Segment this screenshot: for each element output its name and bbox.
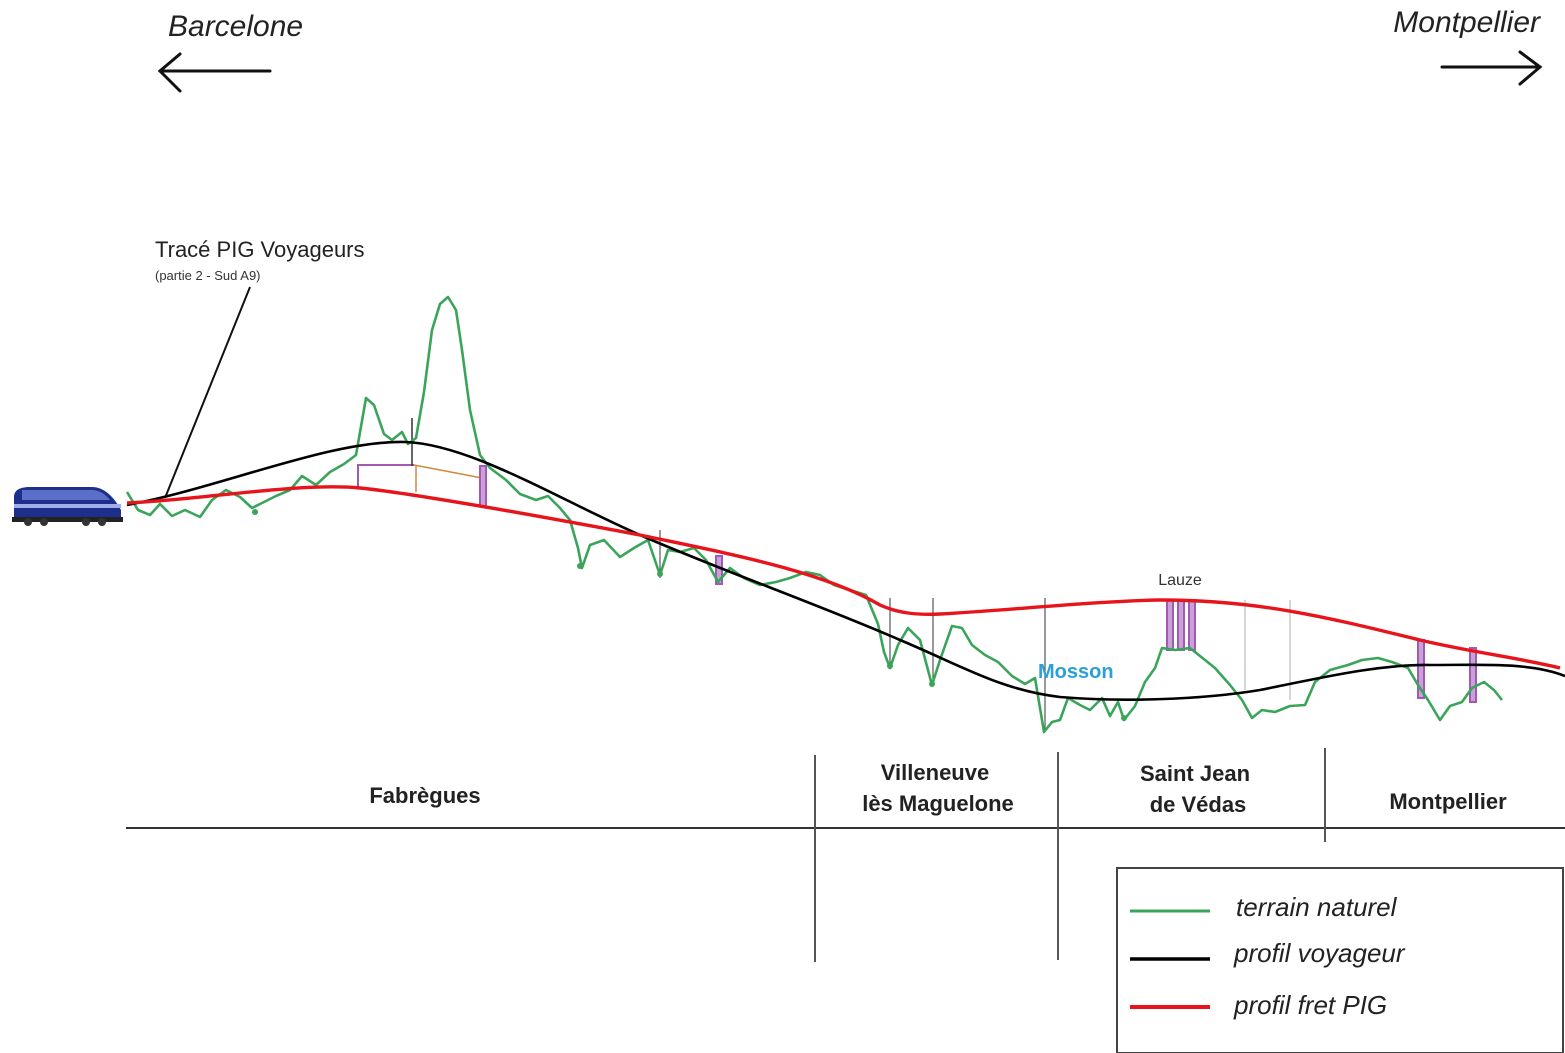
annotation-leader-line bbox=[164, 286, 251, 499]
legend-label-terrain: terrain naturel bbox=[1236, 892, 1398, 922]
viaduct bbox=[1469, 647, 1477, 703]
town-label-fabregues: Fabrègues bbox=[369, 783, 480, 808]
town-label-villeneuve-line2: lès Maguelone bbox=[862, 791, 1014, 816]
train-icon bbox=[12, 487, 123, 526]
annotation-title: Tracé PIG Voyageurs bbox=[155, 237, 365, 262]
viaduct bbox=[1166, 599, 1174, 651]
viaduct bbox=[1177, 599, 1185, 651]
terrain-markers bbox=[252, 509, 1127, 721]
direction-right-label: Montpellier bbox=[1393, 6, 1541, 39]
town-label-villeneuve-line1: Villeneuve bbox=[881, 760, 989, 785]
legend-label-fret: profil fret PIG bbox=[1233, 990, 1387, 1020]
local-label: Lauze bbox=[1158, 572, 1202, 589]
fret-profile-line bbox=[126, 485, 1561, 670]
structures bbox=[357, 418, 1477, 703]
town-label-saint-jean-line2: de Védas bbox=[1150, 792, 1247, 817]
terrain-line bbox=[125, 295, 1504, 734]
voyageur-profile-line bbox=[126, 440, 1565, 701]
arrow-left-icon bbox=[157, 52, 272, 93]
tunnel-outline bbox=[357, 464, 414, 487]
town-label-montpellier: Montpellier bbox=[1389, 789, 1507, 814]
legend-label-voyageur: profil voyageur bbox=[1233, 938, 1406, 968]
annotation-subtitle: (partie 2 - Sud A9) bbox=[155, 268, 261, 283]
viaduct bbox=[1188, 599, 1196, 651]
legend: terrain naturel profil voyageur profil f… bbox=[1116, 867, 1564, 1053]
cut-segment bbox=[413, 464, 483, 479]
river-label: Mosson bbox=[1038, 661, 1114, 683]
direction-left-label: Barcelone bbox=[168, 10, 303, 43]
commune-boundaries bbox=[814, 748, 1326, 962]
town-label-saint-jean-line1: Saint Jean bbox=[1140, 761, 1250, 786]
viaduct bbox=[479, 465, 487, 507]
arrow-right-icon bbox=[1440, 50, 1543, 86]
